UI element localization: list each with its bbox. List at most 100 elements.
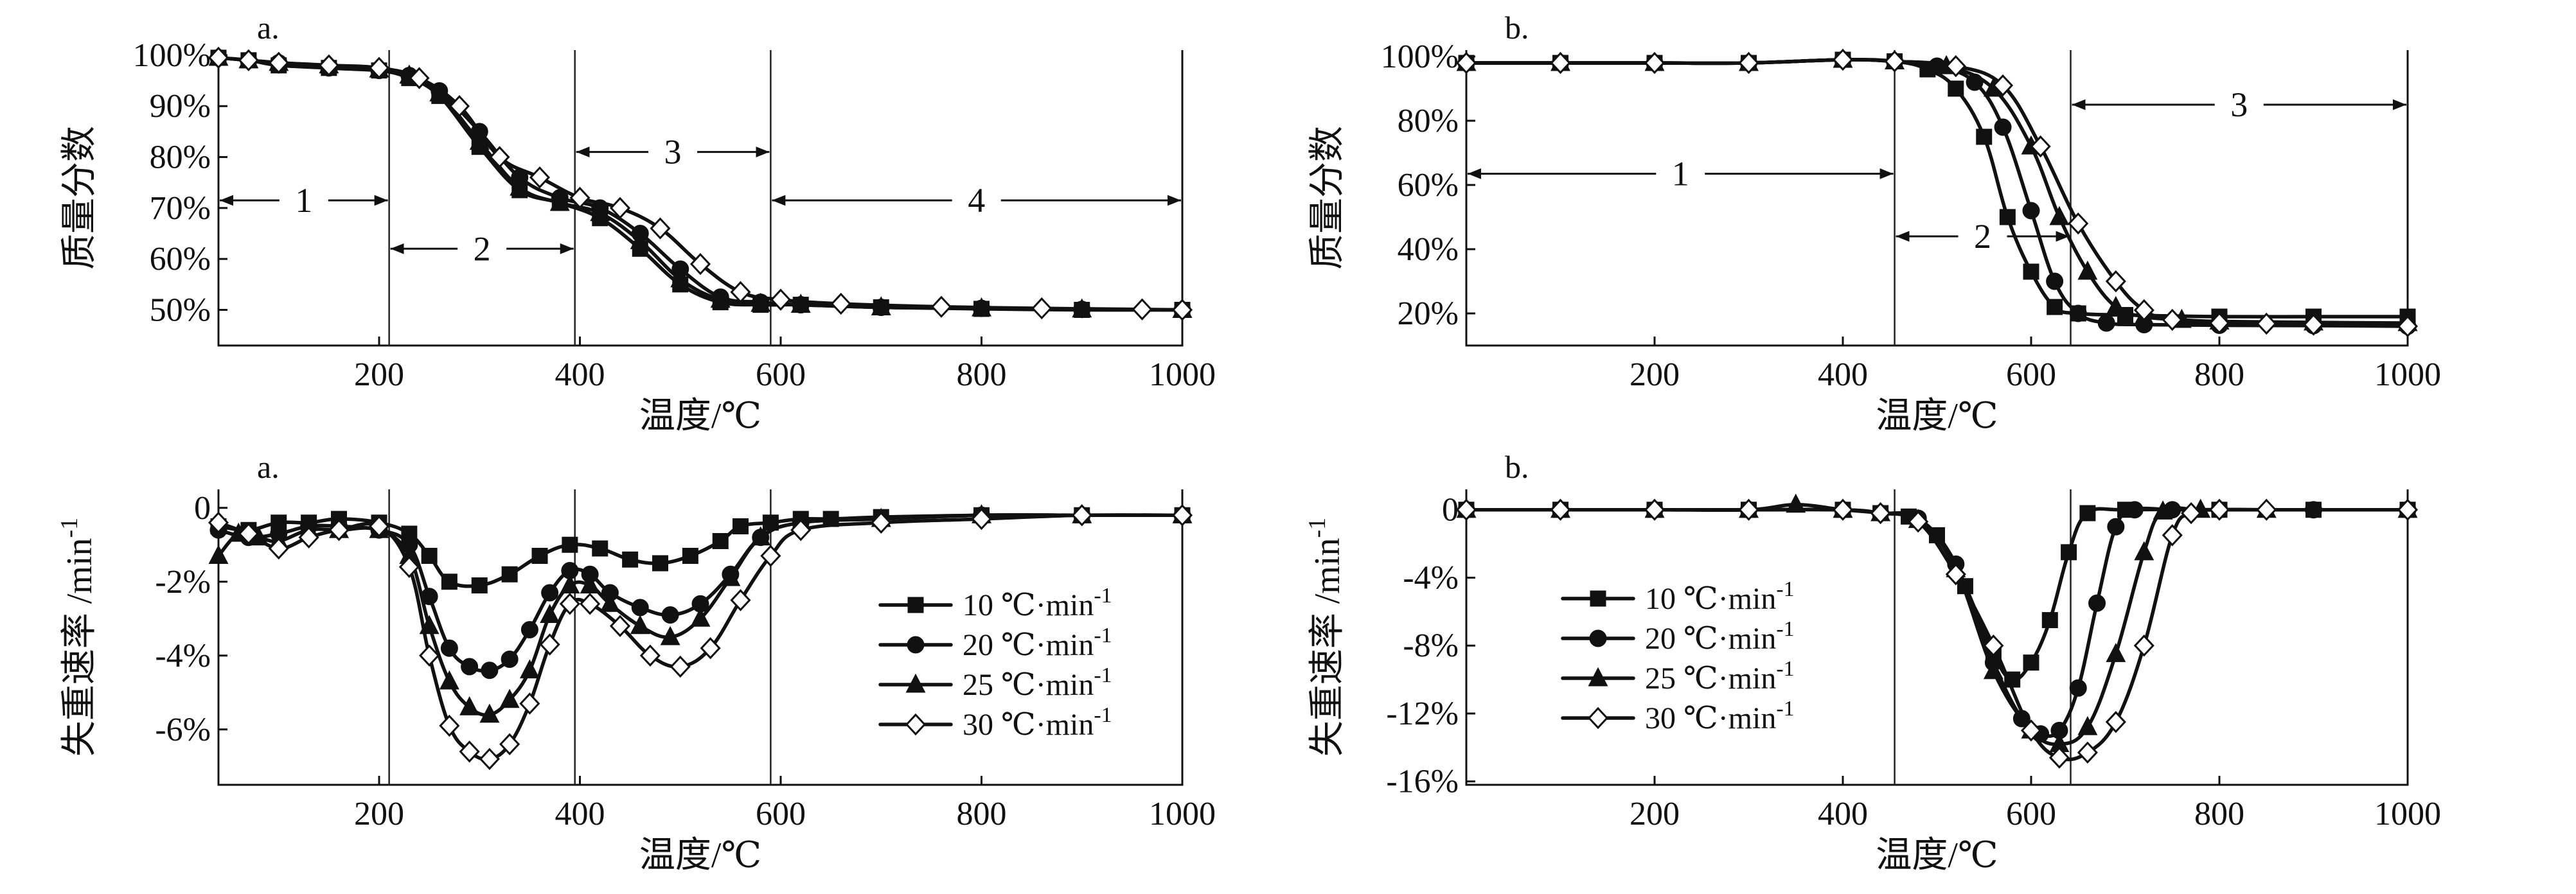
data-point xyxy=(690,607,711,627)
data-point xyxy=(1171,299,1193,321)
region-label: 4 xyxy=(968,181,985,220)
data-point xyxy=(670,655,691,678)
data-point xyxy=(770,288,792,311)
x-tick-label: 1000 xyxy=(1149,356,1216,393)
panel-letter: a. xyxy=(257,449,280,485)
data-point xyxy=(1455,498,1477,521)
legend-label: 10 ℃·min-1 xyxy=(1645,577,1795,616)
series-line xyxy=(1464,58,2410,325)
legend-label-text: 10 ℃·min xyxy=(963,588,1094,622)
data-point xyxy=(712,533,729,549)
data-point xyxy=(499,733,520,755)
data-point xyxy=(1948,80,1964,97)
data-point xyxy=(1999,209,2016,225)
legend-label-superscript: -1 xyxy=(1776,657,1794,681)
data-point xyxy=(2153,500,2173,520)
series-line xyxy=(1464,58,2410,319)
data-point xyxy=(479,748,500,770)
data-point xyxy=(439,714,460,737)
data-point xyxy=(1945,563,1966,586)
y-tick-label: -8% xyxy=(1403,627,1459,664)
data-point xyxy=(510,176,530,196)
data-point xyxy=(720,566,741,586)
data-point xyxy=(1786,493,1806,513)
data-point xyxy=(539,633,560,656)
data-point xyxy=(2162,308,2183,331)
data-point xyxy=(1945,55,1966,78)
data-point xyxy=(592,540,608,557)
x-tick-label: 600 xyxy=(2006,796,2056,832)
legend-label-superscript: -1 xyxy=(1094,584,1112,608)
data-point xyxy=(2023,654,2039,671)
data-point xyxy=(208,511,229,534)
data-point xyxy=(439,670,459,690)
series-0 xyxy=(210,507,1191,593)
series-3 xyxy=(1455,48,2419,338)
data-point xyxy=(1031,297,1053,320)
data-point xyxy=(2126,501,2144,519)
data-point xyxy=(2041,612,2058,629)
data-point xyxy=(2023,263,2039,280)
legend-label: 30 ℃·min-1 xyxy=(1645,697,1795,735)
data-point xyxy=(2030,135,2051,158)
data-point xyxy=(2105,270,2126,293)
data-point xyxy=(1983,660,2003,679)
data-point xyxy=(2105,710,2126,733)
series-3 xyxy=(1455,498,2419,769)
y-tick-label: 20% xyxy=(1398,295,1459,332)
data-point xyxy=(630,615,650,635)
legend-label-text: 10 ℃·min xyxy=(1645,582,1776,616)
data-point xyxy=(298,526,319,548)
legend-label: 20 ℃·min-1 xyxy=(963,624,1112,662)
panel-letter: b. xyxy=(1505,449,1529,485)
y-axis-title: 质量分数 xyxy=(1308,126,1347,270)
data-point xyxy=(2303,313,2324,336)
legend: 10 ℃·min-120 ℃·min-125 ℃·min-130 ℃·min-1 xyxy=(1561,577,1795,735)
x-tick-label: 200 xyxy=(354,796,404,832)
y-axis-title-superscript: -1 xyxy=(1304,518,1331,538)
data-point xyxy=(2069,304,2087,322)
data-point xyxy=(2069,679,2087,697)
data-point xyxy=(609,615,631,637)
legend-label-text: 30 ℃·min xyxy=(1645,701,1776,735)
data-point xyxy=(501,566,518,583)
data-point xyxy=(531,548,548,564)
data-point xyxy=(1455,51,1477,74)
data-point xyxy=(1994,118,2012,136)
y-axis-title: 失重速率 /min-1 xyxy=(56,518,100,757)
data-point xyxy=(971,507,992,530)
legend-label: 10 ℃·min-1 xyxy=(963,584,1112,622)
data-point xyxy=(461,658,479,676)
data-point xyxy=(590,202,610,222)
legend-marker xyxy=(1588,667,1608,687)
data-point xyxy=(730,281,751,303)
axis-frame xyxy=(217,50,1184,347)
data-point xyxy=(421,548,438,564)
data-point xyxy=(2077,260,2098,280)
series-3 xyxy=(208,46,1193,321)
data-point xyxy=(441,574,457,590)
data-point xyxy=(2048,746,2070,769)
axis-frame xyxy=(1465,489,2409,786)
data-point xyxy=(1983,635,2004,657)
data-point xyxy=(2106,295,2126,315)
x-tick-label: 1000 xyxy=(2374,796,2441,832)
data-point xyxy=(1884,50,1905,73)
data-point xyxy=(268,51,289,74)
data-point xyxy=(639,644,661,667)
legend-marker xyxy=(1589,629,1607,647)
data-point xyxy=(1550,51,1571,74)
y-axis-title-text: 失重速率 /min xyxy=(60,538,100,757)
y-tick-label: -12% xyxy=(1386,696,1459,732)
data-point xyxy=(449,95,470,118)
data-point xyxy=(751,526,771,546)
data-point xyxy=(2046,272,2064,290)
data-point xyxy=(562,536,578,553)
data-point xyxy=(630,230,650,249)
region-label: 3 xyxy=(2230,85,2248,124)
y-tick-label: 100% xyxy=(1381,39,1459,75)
data-point xyxy=(751,292,771,312)
data-point xyxy=(661,606,679,624)
